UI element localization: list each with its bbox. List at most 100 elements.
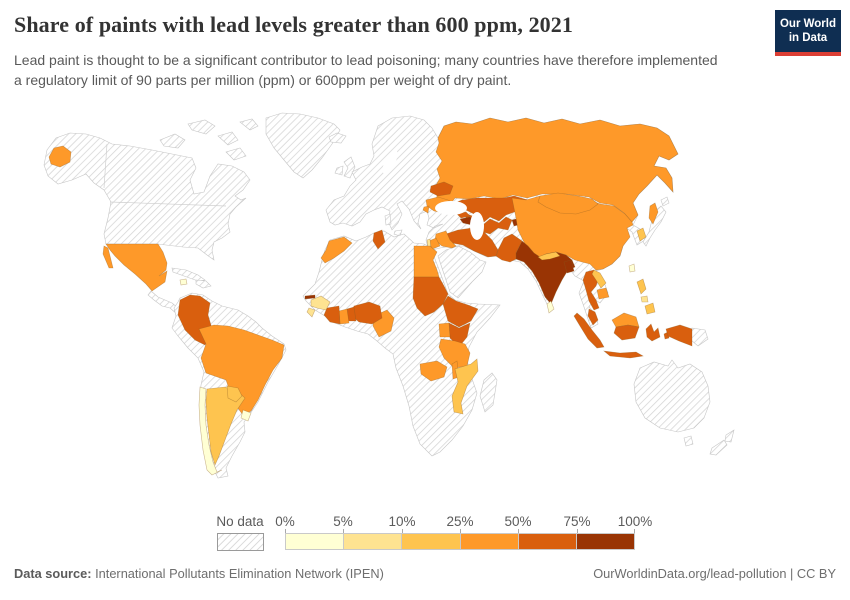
region-africa[interactable] [302, 230, 501, 457]
owid-logo-line1: Our World [779, 18, 836, 30]
black-sea [435, 201, 467, 215]
country-south-korea[interactable] [636, 227, 647, 242]
region-papua-new-guinea[interactable] [690, 327, 709, 347]
country-pakistan[interactable] [495, 233, 523, 263]
legend-bin-0-5[interactable] [286, 534, 344, 549]
legend-bin-10-25[interactable] [401, 534, 460, 549]
region-arctic-island-1[interactable] [159, 133, 186, 149]
region-tasmania[interactable] [683, 435, 694, 447]
region-arctic-island-2[interactable] [187, 119, 216, 135]
legend-tickmark [402, 529, 403, 533]
country-paraguay[interactable] [226, 385, 243, 403]
country-cote-divoire[interactable] [323, 305, 341, 325]
country-jordan[interactable] [428, 237, 441, 250]
country-philippines-luzon[interactable] [636, 278, 647, 295]
country-tunisia[interactable] [372, 229, 386, 250]
country-zambia[interactable] [419, 360, 448, 382]
country-malaysia-peninsular[interactable] [587, 308, 599, 326]
region-cuba[interactable] [171, 267, 206, 282]
region-new-zealand-north[interactable] [724, 429, 735, 443]
legend-tick-0: 0% [275, 514, 295, 529]
country-laos[interactable] [591, 269, 607, 289]
legend-tick-4: 50% [504, 514, 532, 529]
legend-tickmark [285, 529, 286, 533]
country-mexico[interactable] [105, 243, 168, 292]
region-sardinia[interactable] [384, 213, 392, 226]
legend-no-data-label: No data [216, 514, 264, 529]
region-hispaniola[interactable] [195, 279, 212, 289]
country-guinea[interactable] [310, 295, 331, 311]
region-central-america[interactable] [147, 290, 179, 315]
legend-bin-75-100[interactable] [575, 534, 635, 549]
region-north-america[interactable] [43, 132, 251, 261]
country-mexico-baja[interactable] [102, 245, 114, 269]
data-source-note: Data source: International Pollutants El… [14, 566, 384, 581]
country-sudan[interactable] [412, 276, 449, 317]
legend-bin-25-50[interactable] [459, 534, 518, 549]
legend-tickmark [577, 529, 578, 533]
country-brazil[interactable] [198, 324, 285, 416]
country-philippines-visayas[interactable] [640, 295, 649, 303]
caspian-sea [470, 212, 484, 240]
legend-tick-5: 75% [563, 514, 591, 529]
legend-tickmark [460, 529, 461, 533]
world-map [43, 112, 735, 479]
country-cambodia[interactable] [596, 287, 610, 300]
country-nepal[interactable] [537, 251, 561, 261]
chart-title: Share of paints with lead levels greater… [14, 12, 573, 37]
country-ghana[interactable] [338, 308, 350, 325]
region-arctic-island-3[interactable] [217, 131, 239, 146]
region-arabia[interactable] [437, 245, 487, 299]
legend-bin-5-10[interactable] [343, 534, 402, 549]
country-bangladesh[interactable] [563, 259, 575, 274]
country-indonesia-papua[interactable] [665, 324, 693, 347]
country-indonesia-kalimantan[interactable] [613, 324, 640, 341]
country-indonesia-java[interactable] [603, 350, 644, 359]
chart-subtitle: Lead paint is thought to be a significan… [14, 52, 718, 88]
country-indonesia-sulawesi[interactable] [645, 323, 661, 342]
country-gambia[interactable] [304, 294, 316, 300]
region-greenland[interactable] [265, 112, 341, 179]
region-arctic-island-5[interactable] [225, 147, 247, 161]
country-russia-sakhalin[interactable] [648, 202, 659, 225]
country-philippines-mindanao[interactable] [644, 302, 656, 315]
legend-tick-6: 100% [617, 514, 653, 529]
region-new-zealand-south[interactable] [709, 439, 728, 456]
country-russia-chukotka[interactable] [48, 145, 72, 168]
baltic-sea [382, 150, 398, 174]
region-ireland[interactable] [334, 165, 344, 176]
country-mozambique[interactable] [451, 358, 479, 415]
country-morocco[interactable] [320, 236, 353, 264]
country-jamaica[interactable] [179, 278, 188, 286]
legend-tick-3: 25% [446, 514, 474, 529]
region-madagascar[interactable] [479, 372, 498, 413]
legend-tick-1: 5% [333, 514, 353, 529]
country-chile[interactable] [198, 386, 223, 476]
country-indonesia-sumatra[interactable] [573, 312, 605, 349]
country-ethiopia[interactable] [442, 295, 479, 328]
country-mongolia[interactable] [537, 192, 599, 215]
country-uganda[interactable] [438, 322, 451, 338]
country-taiwan[interactable] [628, 263, 636, 273]
region-australia[interactable] [633, 359, 711, 433]
country-sri-lanka[interactable] [546, 300, 555, 314]
map-legend: No data 0% 5% 10% 25% 50% 75% 100% [0, 514, 850, 554]
country-malaysia-borneo[interactable] [611, 312, 640, 328]
region-arctic-island-4[interactable] [239, 118, 259, 131]
region-hokkaido[interactable] [660, 196, 670, 207]
country-belarus[interactable] [429, 181, 454, 197]
country-sierra-leone[interactable] [306, 307, 316, 318]
country-uruguay[interactable] [240, 409, 252, 422]
legend-color-bar [285, 533, 635, 550]
attribution-link[interactable]: OurWorldinData.org/lead-pollution | CC B… [593, 566, 836, 581]
country-moldova[interactable] [422, 205, 430, 214]
owid-logo[interactable]: Our World in Data [775, 10, 841, 56]
owid-logo-line2: in Data [788, 32, 828, 45]
world-map-container [0, 110, 850, 505]
owid-logo-accent-bar [775, 51, 841, 56]
legend-tickmark [343, 529, 344, 533]
region-iceland[interactable] [328, 132, 347, 144]
legend-bin-50-75[interactable] [517, 534, 576, 549]
legend-no-data-swatch[interactable] [217, 533, 264, 551]
